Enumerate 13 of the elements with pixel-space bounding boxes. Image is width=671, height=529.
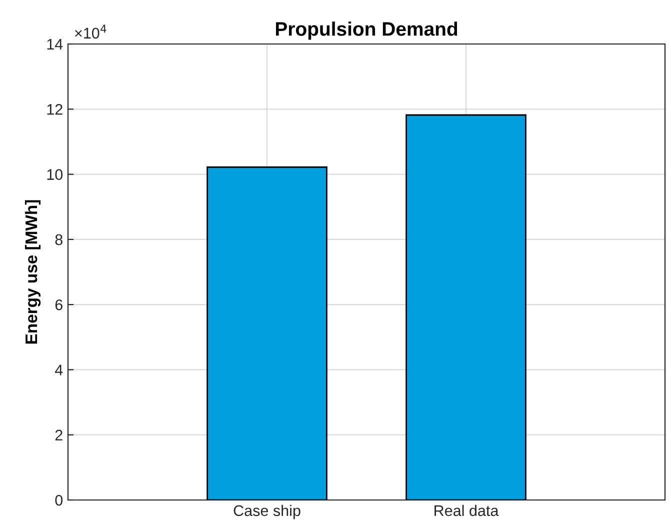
x-tick-label: Real data xyxy=(434,504,499,516)
x-tick-label: Case ship xyxy=(234,504,300,520)
y-tick-label: 6 xyxy=(55,299,62,310)
y-tick-label: 12 xyxy=(47,104,62,115)
y-tick-label: 0 xyxy=(55,494,63,506)
y-tick-label: 2 xyxy=(55,430,62,440)
text: ×10$^{4}$ xyxy=(75,24,106,39)
y-axis-title: Energy use [MWh] xyxy=(24,200,41,344)
y-tick-label: 14 xyxy=(47,39,63,50)
y-tick-label: 10 xyxy=(47,169,63,180)
y-tick-label: 8 xyxy=(55,234,62,246)
chart-title: Propulsion Demand xyxy=(276,22,458,40)
y-tick-label: 4 xyxy=(54,364,63,376)
